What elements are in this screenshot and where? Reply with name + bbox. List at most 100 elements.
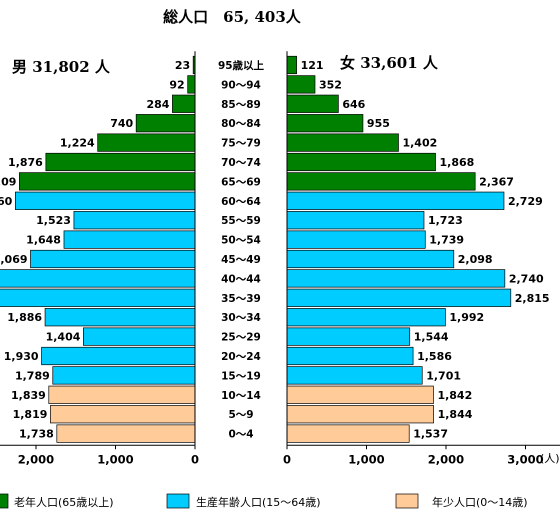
female-value-label: 121: [301, 59, 324, 72]
male-bar: [63, 230, 196, 249]
male-value-label: 2,069: [0, 253, 28, 266]
female-bar: [286, 308, 446, 327]
female-bar: [286, 191, 505, 210]
age-group-label: 65〜69: [221, 176, 261, 188]
female-value-label: 1,586: [417, 350, 452, 363]
male-value-label: 740: [110, 117, 133, 130]
age-group-label: 90〜94: [221, 79, 261, 91]
female-value-label: 2,815: [515, 292, 550, 305]
male-value-label: 1,930: [4, 350, 39, 363]
female-bar: [286, 424, 410, 443]
male-value-label: 2,209: [0, 175, 16, 188]
age-group-label: 75〜79: [221, 138, 261, 150]
legend-label: 年少人口(0〜14歳): [432, 495, 528, 509]
age-group-label: 0〜4: [228, 429, 253, 441]
male-bar: [172, 94, 196, 113]
female-value-label: 1,544: [414, 331, 449, 344]
age-group-label: 30〜34: [221, 312, 261, 324]
legend-swatch: [166, 493, 190, 509]
age-group-label: 80〜84: [221, 118, 261, 130]
female-value-label: 1,402: [402, 137, 437, 150]
legend-swatch: [395, 493, 419, 509]
female-bar: [286, 249, 455, 269]
male-bar: [73, 211, 196, 230]
male-bar: [44, 308, 196, 327]
female-value-label: 1,868: [440, 156, 475, 169]
x-tick-label: 1,000: [97, 452, 133, 466]
male-bar: [19, 172, 196, 191]
female-value-label: 1,723: [428, 214, 463, 227]
female-bar: [286, 114, 364, 133]
female-bar: [286, 366, 423, 385]
age-group-label: 20〜24: [221, 351, 261, 363]
male-bar: [41, 346, 196, 366]
age-group-label: 55〜59: [221, 215, 261, 227]
age-group-label: 25〜29: [221, 332, 261, 344]
age-group-label: 5〜9: [228, 409, 253, 421]
age-group-label: 95歳以上: [218, 59, 265, 72]
male-value-label: 2,260: [0, 195, 13, 208]
female-bar: [286, 211, 425, 230]
male-bar: [50, 405, 196, 424]
male-value-label: 1,886: [7, 311, 42, 324]
female-value-label: 2,367: [479, 175, 514, 188]
male-bar: [30, 249, 196, 269]
male-value-label: 1,404: [46, 331, 81, 344]
male-bar: [187, 75, 196, 94]
female-bar: [286, 230, 426, 249]
female-bar: [286, 288, 512, 307]
male-bar: [14, 191, 196, 210]
female-value-label: 2,098: [458, 253, 493, 266]
age-group-label: 85〜89: [221, 99, 261, 111]
legend-label: 老年人口(65歳以上): [14, 495, 114, 509]
male-value-label: 1,839: [11, 389, 46, 402]
female-value-label: 1,844: [438, 408, 473, 421]
female-bar: [286, 269, 506, 288]
male-value-label: 1,738: [19, 428, 54, 441]
male-bar: [135, 114, 196, 133]
female-value-label: 646: [342, 98, 365, 111]
female-bar: [286, 385, 434, 404]
female-bar: [286, 94, 339, 113]
female-value-label: 2,740: [509, 272, 544, 285]
male-value-label: 1,876: [8, 156, 43, 169]
age-group-label: 15〜19: [221, 370, 261, 382]
female-bar: [286, 55, 297, 75]
female-value-label: 1,992: [449, 311, 484, 324]
female-bar: [286, 75, 316, 94]
male-bar: [45, 152, 196, 172]
female-value-label: 1,537: [413, 428, 448, 441]
male-value-label: 1,523: [36, 214, 71, 227]
female-bar: [286, 327, 411, 346]
male-bar: [83, 327, 196, 346]
female-bar: [286, 405, 434, 424]
chart-title: 総人口 65, 403人: [163, 8, 302, 26]
male-bar: [97, 133, 196, 152]
x-tick-label: 3,000: [507, 452, 543, 466]
male-bar: [48, 385, 196, 404]
legend-swatch: [0, 493, 9, 509]
male-value-label: 92: [169, 78, 184, 91]
x-tick-label: 0: [283, 452, 291, 466]
age-group-label: 70〜74: [221, 157, 261, 169]
male-value-label: 1,224: [60, 137, 95, 150]
female-bar: [286, 346, 414, 366]
age-group-label: 35〜39: [221, 293, 261, 305]
male-header: 男 31,802 人: [12, 58, 111, 76]
age-group-label: 40〜44: [221, 273, 261, 285]
female-value-label: 2,729: [508, 195, 543, 208]
unit-label: (人): [540, 452, 560, 465]
x-tick-label: 2,000: [428, 452, 464, 466]
male-value-label: 284: [146, 98, 169, 111]
male-bar: [56, 424, 196, 443]
female-bar: [286, 172, 476, 191]
age-group-label: 45〜49: [221, 254, 261, 266]
female-value-label: 352: [319, 78, 342, 91]
female-bar: [286, 152, 436, 172]
male-value-label: 1,789: [15, 369, 50, 382]
female-value-label: 955: [367, 117, 390, 130]
x-tick-label: 1,000: [348, 452, 384, 466]
age-group-label: 10〜14: [221, 390, 261, 402]
female-value-label: 1,701: [426, 369, 461, 382]
